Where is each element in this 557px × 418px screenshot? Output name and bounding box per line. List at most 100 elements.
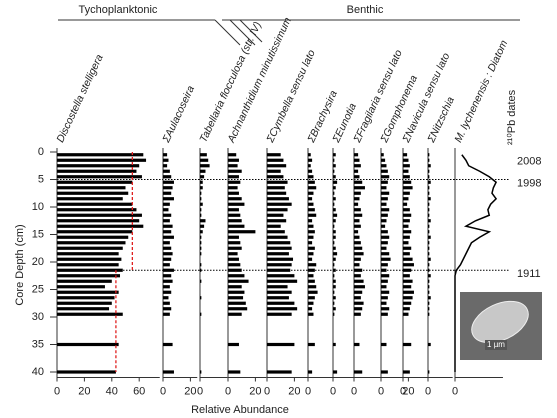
- bar: [163, 153, 168, 157]
- bar: [403, 158, 409, 162]
- panel-header: M. lychenensis : Diatom: [452, 38, 510, 144]
- bar: [228, 252, 238, 256]
- bar: [354, 164, 361, 168]
- bar: [267, 268, 291, 272]
- bar: [428, 370, 430, 374]
- bar: [267, 213, 284, 217]
- bar: [228, 307, 248, 311]
- bar: [354, 175, 360, 179]
- bar: [200, 235, 202, 239]
- x-tick-label: 60: [133, 385, 145, 397]
- x-tick-label: 0: [452, 385, 458, 397]
- bar: [267, 296, 289, 300]
- bar: [428, 312, 430, 316]
- bar: [381, 180, 388, 184]
- bar: [428, 180, 431, 184]
- bar: [267, 219, 287, 223]
- bar: [428, 219, 431, 223]
- panel-header: ΣFragilaria sensu lato: [351, 48, 405, 146]
- bar: [428, 213, 430, 217]
- bar: [403, 274, 410, 278]
- date-label: 2008: [517, 155, 541, 167]
- bar: [57, 153, 144, 157]
- bar: [381, 202, 387, 206]
- x-tick-label: 20: [78, 385, 90, 397]
- bar: [403, 191, 410, 195]
- bar: [308, 164, 311, 168]
- bar: [308, 279, 315, 283]
- y-axis-label: Core Depth (cm): [14, 224, 26, 305]
- bar: [267, 252, 289, 256]
- bar: [333, 186, 336, 190]
- bar: [308, 285, 317, 289]
- bar: [403, 257, 413, 261]
- bar: [57, 268, 123, 272]
- bar: [163, 219, 170, 223]
- bar: [428, 169, 430, 173]
- bar: [354, 307, 363, 311]
- bar: [57, 241, 126, 245]
- y-tick-label: 40: [32, 366, 44, 378]
- bar: [163, 208, 169, 212]
- x-tick-label: 0: [351, 385, 357, 397]
- bar: [57, 296, 115, 300]
- bar: [333, 224, 335, 228]
- date-label: 1998: [517, 177, 541, 189]
- bar: [428, 191, 430, 195]
- bar: [163, 279, 173, 283]
- bar: [308, 175, 314, 179]
- bar: [381, 169, 388, 173]
- bar: [267, 180, 288, 184]
- bar: [381, 208, 390, 212]
- bar: [267, 290, 292, 294]
- bar: [403, 263, 414, 267]
- bar: [333, 312, 335, 316]
- bar: [381, 307, 390, 311]
- bar: [354, 230, 359, 234]
- bar: [428, 257, 431, 261]
- bar: [228, 224, 245, 228]
- bar: [57, 301, 112, 305]
- bar: [308, 180, 315, 184]
- bar: [228, 285, 242, 289]
- bar: [163, 301, 170, 305]
- bar: [163, 180, 174, 184]
- bar: [333, 213, 338, 217]
- bar: [381, 197, 388, 201]
- x-tick-label: 0: [305, 385, 311, 397]
- bar: [333, 169, 335, 173]
- bar: [228, 186, 238, 190]
- bar: [163, 307, 172, 311]
- bar: [428, 175, 430, 179]
- bar: [381, 285, 387, 289]
- bar: [381, 186, 387, 190]
- bar: [428, 246, 430, 250]
- y-tick-label: 0: [38, 146, 44, 158]
- bar: [308, 246, 315, 250]
- bar: [381, 230, 388, 234]
- bar: [57, 307, 110, 311]
- bar: [428, 197, 431, 201]
- bar: [200, 219, 206, 223]
- bar: [428, 164, 431, 168]
- bar: [354, 342, 360, 347]
- bar: [381, 224, 386, 228]
- bar: [308, 290, 318, 294]
- bar: [57, 246, 123, 250]
- bar: [428, 290, 430, 294]
- y-tick-label: 25: [32, 283, 44, 295]
- bar: [354, 219, 360, 223]
- y-tick-label: 30: [32, 311, 44, 323]
- bar: [354, 370, 363, 374]
- ratio-line: [454, 154, 498, 372]
- bar: [228, 175, 239, 179]
- bar: [200, 252, 202, 256]
- bar: [228, 164, 238, 168]
- bar: [228, 197, 242, 201]
- bar: [200, 246, 202, 250]
- bar: [200, 191, 202, 195]
- bar: [163, 290, 172, 294]
- bar: [308, 202, 314, 206]
- bar: [354, 169, 359, 173]
- bar: [354, 224, 361, 228]
